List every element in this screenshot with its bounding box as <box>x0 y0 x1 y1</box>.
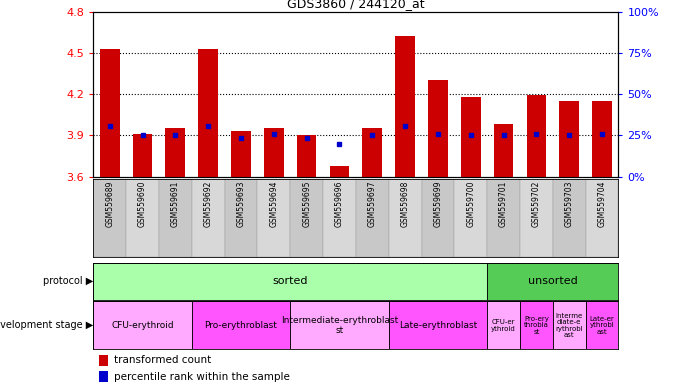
Bar <box>527 96 547 177</box>
Bar <box>388 301 487 349</box>
Bar <box>428 80 448 177</box>
Bar <box>520 301 553 349</box>
Text: GSM559704: GSM559704 <box>598 181 607 227</box>
Bar <box>99 355 108 366</box>
Text: CFU-er
ythroid: CFU-er ythroid <box>491 319 516 332</box>
Bar <box>192 301 290 349</box>
Text: GSM559693: GSM559693 <box>236 181 245 227</box>
Text: sorted: sorted <box>272 276 308 286</box>
Text: GSM559690: GSM559690 <box>138 181 147 227</box>
Bar <box>487 301 520 349</box>
Text: Interme
diate-e
rythrobl
ast: Interme diate-e rythrobl ast <box>556 313 583 338</box>
Bar <box>592 101 612 177</box>
Text: Intermediate-erythroblast
st: Intermediate-erythroblast st <box>281 316 398 335</box>
Bar <box>166 129 185 177</box>
Text: GSM559694: GSM559694 <box>269 181 278 227</box>
Text: Pro-ery
throbla
st: Pro-ery throbla st <box>524 316 549 335</box>
Bar <box>455 179 487 257</box>
Bar <box>520 179 553 257</box>
Text: percentile rank within the sample: percentile rank within the sample <box>114 372 290 382</box>
Bar <box>93 301 192 349</box>
Bar <box>290 179 323 257</box>
Bar <box>553 301 586 349</box>
Bar <box>323 179 356 257</box>
Bar <box>356 179 388 257</box>
Bar <box>487 179 520 257</box>
Text: unsorted: unsorted <box>528 276 578 286</box>
Text: protocol ▶: protocol ▶ <box>43 276 93 286</box>
Bar <box>99 371 108 382</box>
Bar <box>560 101 579 177</box>
Text: GSM559700: GSM559700 <box>466 181 475 227</box>
Text: Pro-erythroblast: Pro-erythroblast <box>205 321 277 330</box>
Bar <box>363 129 382 177</box>
Bar <box>290 301 388 349</box>
Text: GSM559703: GSM559703 <box>565 181 574 227</box>
Text: GSM559697: GSM559697 <box>368 181 377 227</box>
Bar <box>264 129 283 177</box>
Bar <box>198 49 218 177</box>
Title: GDS3860 / 244120_at: GDS3860 / 244120_at <box>287 0 425 10</box>
Bar <box>487 263 618 300</box>
Bar <box>126 179 159 257</box>
Text: GSM559692: GSM559692 <box>204 181 213 227</box>
Text: GSM559702: GSM559702 <box>532 181 541 227</box>
Text: Late-erythroblast: Late-erythroblast <box>399 321 477 330</box>
Bar <box>586 301 618 349</box>
Bar <box>395 36 415 177</box>
Text: Late-er
ythrobl
ast: Late-er ythrobl ast <box>589 316 614 335</box>
Bar <box>297 136 316 177</box>
Text: GSM559699: GSM559699 <box>433 181 442 227</box>
Text: GSM559691: GSM559691 <box>171 181 180 227</box>
Bar <box>422 179 455 257</box>
Bar <box>330 166 350 177</box>
Bar <box>133 134 153 177</box>
Bar <box>586 179 618 257</box>
Text: GSM559696: GSM559696 <box>335 181 344 227</box>
Bar <box>192 179 225 257</box>
Bar <box>553 179 586 257</box>
Bar <box>461 97 481 177</box>
Bar <box>388 179 422 257</box>
Bar <box>257 179 290 257</box>
Bar <box>493 124 513 177</box>
Text: GSM559701: GSM559701 <box>499 181 508 227</box>
Text: transformed count: transformed count <box>114 356 211 366</box>
Bar <box>159 179 192 257</box>
Bar <box>93 179 126 257</box>
Bar <box>93 263 487 300</box>
Bar <box>231 131 251 177</box>
Text: GSM559689: GSM559689 <box>105 181 114 227</box>
Text: development stage ▶: development stage ▶ <box>0 320 93 331</box>
Text: GSM559695: GSM559695 <box>302 181 311 227</box>
Bar <box>225 179 257 257</box>
Bar <box>100 49 120 177</box>
Text: CFU-erythroid: CFU-erythroid <box>111 321 174 330</box>
Text: GSM559698: GSM559698 <box>401 181 410 227</box>
